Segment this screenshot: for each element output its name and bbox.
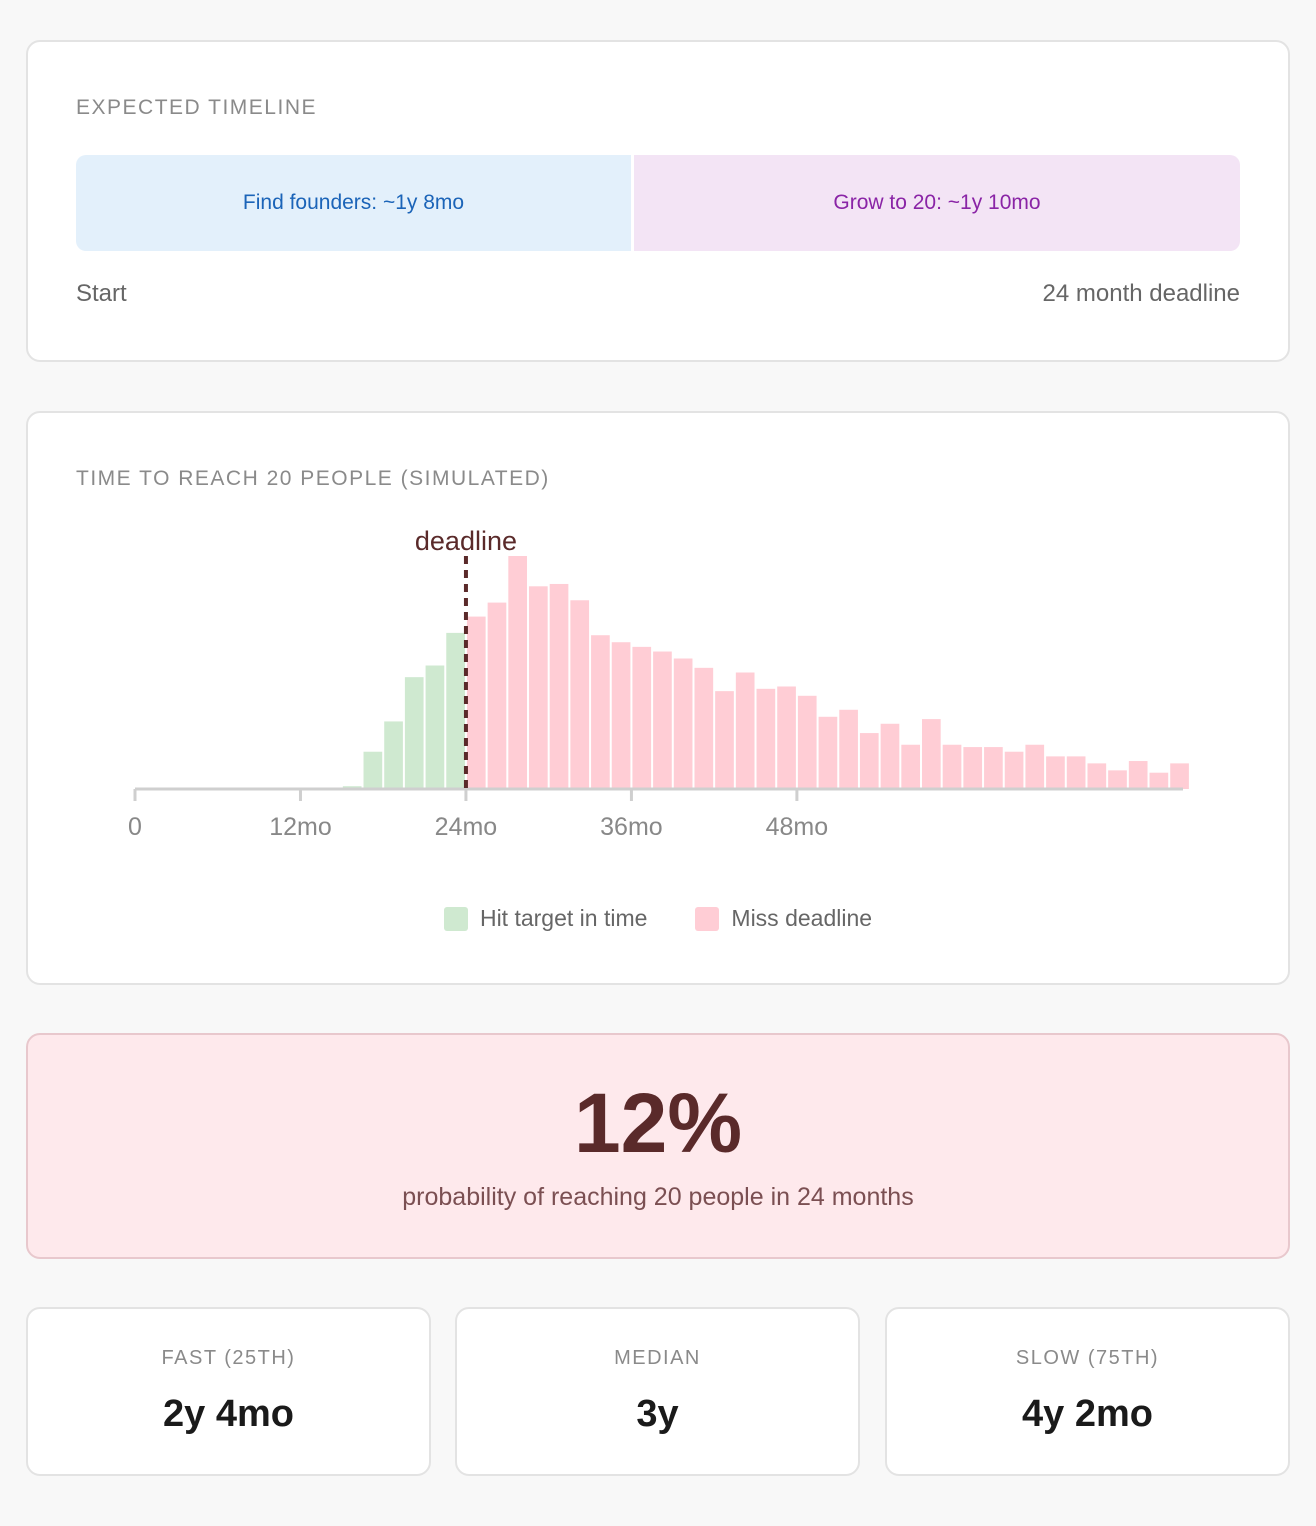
legend-hit-label: Hit target in time bbox=[479, 905, 648, 931]
histogram-bar-hit bbox=[425, 665, 445, 789]
stat-card-median: MEDIAN 3y bbox=[455, 1307, 860, 1476]
histogram-bar-hit bbox=[363, 751, 383, 789]
histogram-bar-miss bbox=[653, 651, 672, 789]
histogram-bar-miss bbox=[1087, 763, 1107, 789]
histogram-bar-miss bbox=[756, 688, 776, 789]
timeline-deadline-label: 24 month deadline bbox=[1042, 280, 1240, 307]
histogram-bar-miss bbox=[715, 691, 734, 789]
histogram-bar-miss bbox=[735, 672, 755, 789]
deadline-label: deadline bbox=[415, 526, 517, 556]
histogram-bar-miss bbox=[1149, 772, 1169, 789]
histogram-bar-miss bbox=[859, 733, 879, 789]
histogram-bar-miss bbox=[487, 602, 507, 789]
histogram-bar-hit bbox=[446, 632, 465, 789]
histogram-bar-miss bbox=[880, 723, 900, 789]
histogram-bar-miss bbox=[1066, 756, 1086, 789]
histogram-bar-hit bbox=[404, 677, 424, 789]
probability-value: 12% bbox=[573, 1076, 743, 1170]
histogram-bar-miss bbox=[570, 600, 590, 789]
stat-fast-value: 2y 4mo bbox=[163, 1393, 294, 1435]
histogram-chart: 0 12mo 24mo 36mo 48mo deadline bbox=[128, 526, 1189, 841]
histogram-bar-miss bbox=[611, 642, 631, 789]
histogram-bar-miss bbox=[549, 583, 569, 789]
histogram-bar-miss bbox=[1128, 761, 1148, 789]
histogram-bar-miss bbox=[1004, 751, 1024, 789]
histogram-bar-miss bbox=[984, 747, 1003, 789]
histogram-bar-miss bbox=[922, 719, 941, 789]
x-tick-label: 0 bbox=[128, 813, 142, 841]
legend-hit-swatch bbox=[443, 906, 468, 931]
histogram-bar-miss bbox=[1108, 770, 1127, 789]
expected-timeline-card: EXPECTED TIMELINE Find founders: ~1y 8mo… bbox=[26, 40, 1290, 362]
legend-hit: Hit target in time bbox=[443, 905, 648, 932]
histogram-bar-miss bbox=[1170, 763, 1189, 789]
stat-card-fast: FAST (25TH) 2y 4mo bbox=[26, 1307, 431, 1476]
timeline-start-label: Start bbox=[76, 280, 127, 307]
stat-fast-label: FAST (25TH) bbox=[161, 1347, 296, 1369]
histogram-bar-miss bbox=[818, 716, 838, 789]
histogram-bar-miss bbox=[508, 556, 527, 789]
stat-card-slow: SLOW (75TH) 4y 2mo bbox=[885, 1307, 1290, 1476]
histogram-bar-miss bbox=[694, 667, 714, 789]
legend-miss: Miss deadline bbox=[695, 905, 872, 932]
stat-median-value: 3y bbox=[636, 1393, 679, 1435]
histogram-bar-miss bbox=[777, 686, 796, 789]
histogram-bar-miss bbox=[529, 586, 548, 789]
histogram-card: TIME TO REACH 20 PEOPLE (SIMULATED) 0 12m… bbox=[26, 411, 1290, 985]
histogram-bars bbox=[342, 556, 1189, 789]
histogram-bar-miss bbox=[942, 744, 962, 789]
phase-find-founders: Find founders: ~1y 8mo bbox=[76, 155, 631, 251]
chart-legend: Hit target in time Miss deadline bbox=[28, 905, 1288, 932]
timeline-section-label: EXPECTED TIMELINE bbox=[76, 96, 317, 119]
x-axis-ticks: 0 12mo 24mo 36mo 48mo bbox=[128, 789, 828, 841]
histogram-bar-hit bbox=[384, 721, 403, 789]
phase-grow-to-20: Grow to 20: ~1y 10mo bbox=[634, 155, 1240, 251]
histogram-bar-miss bbox=[591, 635, 610, 789]
probability-description: probability of reaching 20 people in 24 … bbox=[402, 1183, 914, 1211]
histogram-bar-miss bbox=[466, 616, 486, 789]
histogram-bar-miss bbox=[632, 646, 652, 789]
histogram-bar-miss bbox=[797, 695, 817, 789]
legend-miss-swatch bbox=[695, 906, 720, 931]
stat-slow-label: SLOW (75TH) bbox=[1015, 1347, 1160, 1369]
probability-card: 12% probability of reaching 20 people in… bbox=[26, 1033, 1290, 1259]
histogram-bar-miss bbox=[839, 709, 858, 789]
stat-median-label: MEDIAN bbox=[614, 1347, 701, 1369]
x-tick-label: 48mo bbox=[766, 813, 829, 841]
legend-miss-label: Miss deadline bbox=[731, 905, 873, 931]
histogram-bar-miss bbox=[1046, 756, 1065, 789]
x-tick-label: 36mo bbox=[600, 813, 663, 841]
x-tick-label: 12mo bbox=[269, 813, 332, 841]
histogram-bar-miss bbox=[901, 744, 920, 789]
histogram-bar-miss bbox=[963, 747, 983, 789]
histogram-bar-miss bbox=[1025, 744, 1045, 789]
stat-slow-value: 4y 2mo bbox=[1022, 1393, 1153, 1435]
x-tick-label: 24mo bbox=[435, 813, 498, 841]
histogram-bar-miss bbox=[673, 658, 693, 789]
chart-section-label: TIME TO REACH 20 PEOPLE (SIMULATED) bbox=[76, 467, 550, 490]
